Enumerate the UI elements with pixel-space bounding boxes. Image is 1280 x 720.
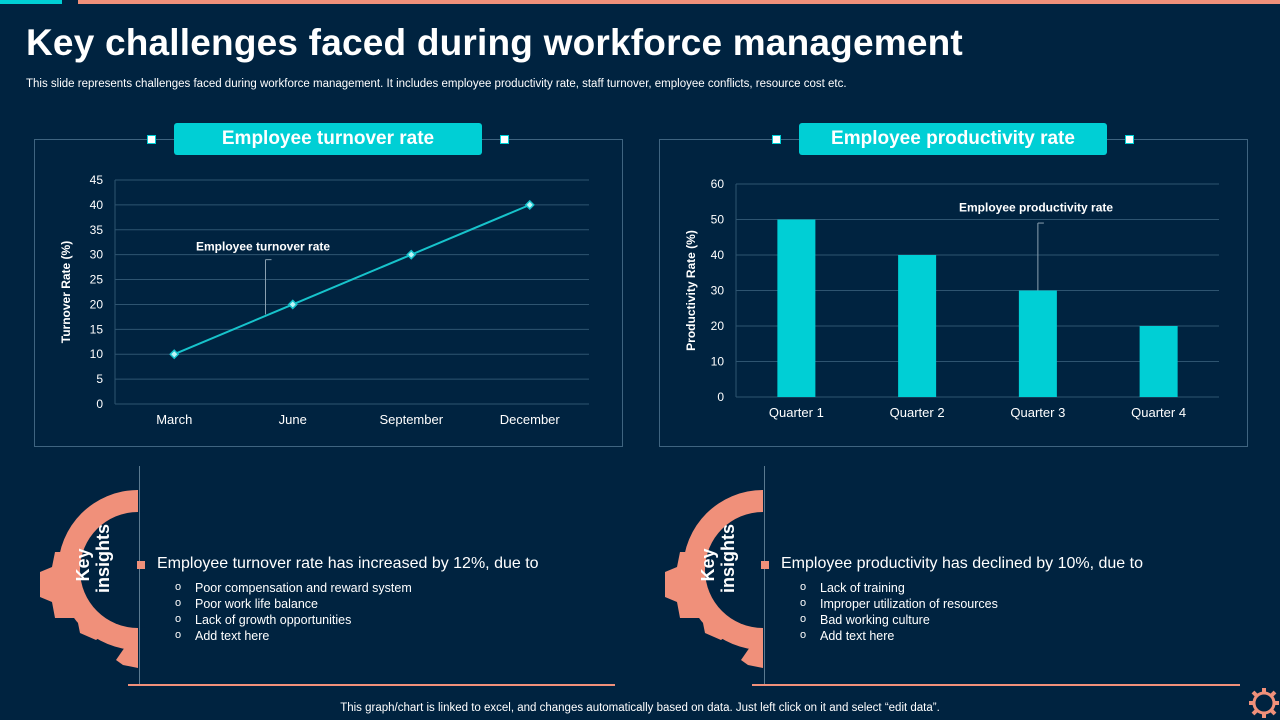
y-tick-label: 45 xyxy=(90,173,104,187)
y-tick-label: 10 xyxy=(711,355,725,369)
key-label: Key xyxy=(73,548,93,582)
y-tick-label: 15 xyxy=(90,322,104,336)
turnover-chart-heading: Employee turnover rate xyxy=(174,123,482,155)
y-tick-label: 60 xyxy=(711,177,725,191)
list-item: Lack of training xyxy=(800,579,998,596)
top-accent-bar-teal xyxy=(0,0,62,4)
insights-divider-left xyxy=(139,466,140,686)
y-tick-label: 30 xyxy=(90,248,104,262)
insights-divider-right xyxy=(764,466,765,686)
y-tick-label: 0 xyxy=(96,397,103,411)
series-line xyxy=(173,203,531,356)
y-tick-label: 35 xyxy=(90,223,104,237)
productivity-chart-heading: Employee productivity rate xyxy=(799,123,1107,155)
insight-points-left: Poor compensation and reward system Poor… xyxy=(175,579,412,644)
productivity-bar-chart[interactable]: 0 10 20 30 40 50 60 Productivity Rate (%) Quarte… xyxy=(659,165,1246,440)
key-insights-label-left: Key insights xyxy=(73,523,143,593)
data-point xyxy=(524,199,535,210)
bar xyxy=(1018,290,1057,397)
y-tick-label: 5 xyxy=(96,372,103,386)
key-insights-label-right: Key insights xyxy=(698,523,768,593)
y-tick-label: 0 xyxy=(717,390,724,404)
panel-corner-dot-left-1 xyxy=(147,135,156,144)
x-tick-label: December xyxy=(500,412,561,427)
list-item: Add text here xyxy=(800,627,998,644)
bar xyxy=(777,219,816,397)
list-item: Improper utilization of resources xyxy=(800,595,998,612)
list-item: Lack of growth opportunities xyxy=(175,611,412,628)
gear-icon xyxy=(665,468,770,668)
x-tick-label: June xyxy=(279,412,307,427)
y-tick-label: 40 xyxy=(90,198,104,212)
bullet-marker-left xyxy=(137,561,145,569)
insights-underline-right xyxy=(752,684,1240,686)
panel-corner-dot-right-2 xyxy=(1125,135,1134,144)
y-tick-label: 20 xyxy=(711,319,725,333)
page-title: Key challenges faced during workforce ma… xyxy=(26,22,963,63)
insights-label: insights xyxy=(93,523,113,593)
y-axis-label: Productivity Rate (%) xyxy=(684,230,698,351)
chart-annotation: Employee productivity rate xyxy=(959,201,1113,215)
y-tick-label: 50 xyxy=(711,213,725,227)
panel-corner-dot-left-2 xyxy=(500,135,509,144)
list-item: Poor compensation and reward system xyxy=(175,579,412,596)
x-tick-label: September xyxy=(379,412,443,427)
bar xyxy=(1139,326,1178,397)
chart-annotation: Employee turnover rate xyxy=(196,240,330,254)
y-tick-label: 10 xyxy=(90,347,104,361)
insights-underline-left xyxy=(128,684,615,686)
insight-headline-left: Employee turnover rate has increased by … xyxy=(157,555,539,572)
top-accent-bar-salmon xyxy=(78,0,1280,4)
bar xyxy=(898,255,937,397)
insight-headline-right: Employee productivity has declined by 10… xyxy=(781,555,1143,572)
key-label: Key xyxy=(698,548,718,582)
y-tick-label: 20 xyxy=(90,297,104,311)
bullet-marker-right xyxy=(761,561,769,569)
panel-corner-dot-right-1 xyxy=(772,135,781,144)
gear-icon xyxy=(40,468,145,668)
turnover-line-chart[interactable]: 0 5 10 15 20 25 30 35 40 45 Turnover Rate (%) March… xyxy=(34,165,621,440)
x-tick-label: Quarter 1 xyxy=(769,405,824,420)
data-point xyxy=(406,249,417,260)
x-tick-label: Quarter 4 xyxy=(1131,405,1186,420)
y-tick-label: 40 xyxy=(711,248,725,262)
x-tick-label: Quarter 2 xyxy=(890,405,945,420)
insights-label: insights xyxy=(718,523,738,593)
list-item: Bad working culture xyxy=(800,611,998,628)
x-tick-label: March xyxy=(156,412,192,427)
footer-note: This graph/chart is linked to excel, and… xyxy=(340,702,940,714)
y-tick-label: 30 xyxy=(711,284,725,298)
list-item: Add text here xyxy=(175,627,412,644)
data-point xyxy=(169,349,180,360)
x-tick-label: Quarter 3 xyxy=(1010,405,1065,420)
list-item: Poor work life balance xyxy=(175,595,412,612)
page-subtitle: This slide represents challenges faced d… xyxy=(26,78,847,90)
insight-points-right: Lack of training Improper utilization of… xyxy=(800,579,998,644)
y-axis-label: Turnover Rate (%) xyxy=(59,241,73,343)
data-point xyxy=(287,299,298,310)
settings-gear-icon[interactable] xyxy=(1248,687,1280,720)
y-tick-label: 25 xyxy=(90,273,104,287)
